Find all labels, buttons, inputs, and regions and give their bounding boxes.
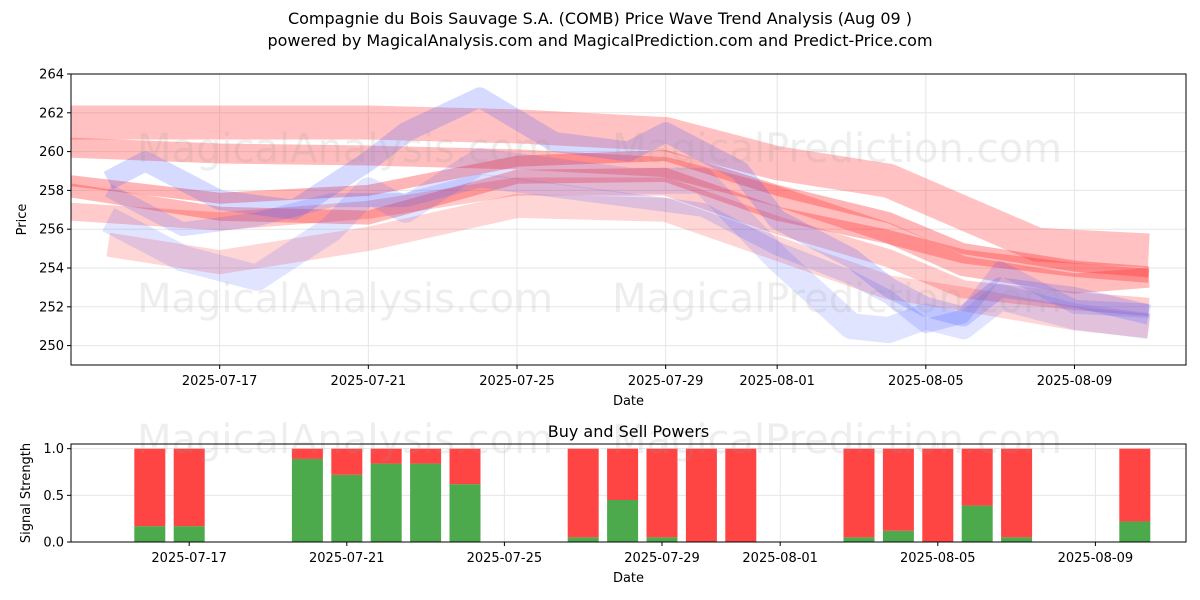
sell-bar [961,448,993,506]
sell-bar [646,448,678,538]
y-tick-label: 258 [39,184,64,199]
bar-plot-frame [70,443,1187,543]
x-tick-label: 2025-07-29 [628,374,704,389]
y-tick-label: 264 [39,68,64,83]
x-tick-label: 2025-07-29 [624,551,700,566]
watermark: MagicalPrediction.com [612,417,1062,463]
y-tick-label: 252 [39,300,64,315]
x-tick-label: 2025-07-25 [467,551,543,566]
blue-wave-band [103,87,1152,327]
chart-subtitle: powered by MagicalAnalysis.com and Magic… [267,31,933,50]
y-tick-label: 250 [39,339,64,354]
buy-bar [1001,537,1033,542]
sell-bar [173,448,205,527]
x-tick-label: 2025-07-17 [151,551,227,566]
sell-bar [725,448,757,542]
buy-bar [173,526,205,542]
sell-bar [134,448,166,527]
sell-bar [1119,448,1151,522]
x-tick-label: 2025-07-21 [309,551,385,566]
red-wave-band [71,137,1150,294]
buy-bar [607,500,639,542]
y-tick-label: 1.0 [43,442,64,457]
sell-bar [291,448,323,459]
buy-bar [291,458,323,542]
y-axis-label: Signal Strength [19,443,34,543]
chart-title: Compagnie du Bois Sauvage S.A. (COMB) Pr… [287,9,913,28]
x-tick-label: 2025-08-05 [888,374,964,389]
sell-bar [1001,448,1033,538]
sell-bar [449,448,481,485]
buy-bar [331,474,363,542]
x-tick-label: 2025-08-01 [742,551,818,566]
red-wave-band [71,167,1150,283]
sell-bar [922,448,954,542]
sell-bar [410,448,442,464]
x-axis-label: Date [613,571,644,586]
x-tick-label: 2025-07-21 [331,374,407,389]
y-tick-label: 0.0 [43,536,64,551]
sell-bar [607,448,639,500]
x-tick-label: 2025-07-17 [182,374,258,389]
y-tick-label: 254 [39,262,64,277]
buy-sell-power-chart: MagicalAnalysis.com MagicalPrediction.com… [19,417,1187,586]
x-tick-label: 2025-08-05 [900,551,976,566]
buy-bar [961,505,993,542]
y-axis-label: Price [15,204,30,236]
watermark: MagicalPrediction.com [612,126,1062,172]
buy-bar [134,526,166,542]
buy-bar [843,537,875,542]
y-tick-label: 260 [39,145,64,160]
price-wave-chart: MagicalAnalysis.com MagicalPrediction.com… [15,68,1187,409]
sell-bar [843,448,875,538]
sell-bar [370,448,402,464]
buy-bar [646,537,678,542]
wave-bands [71,87,1152,344]
watermark: MagicalAnalysis.com [137,126,553,172]
watermark: MagicalAnalysis.com [137,417,553,463]
red-wave-band [71,150,1150,278]
x-tick-label: 2025-08-01 [739,374,815,389]
watermark: MagicalAnalysis.com [137,276,553,322]
y-tick-label: 0.5 [43,489,64,504]
x-tick-label: 2025-08-09 [1037,374,1113,389]
red-wave-band [71,177,1150,316]
y-tick-label: 262 [39,106,64,121]
bar-chart-title: Buy and Sell Powers [548,422,710,441]
red-wave-band [106,193,1151,339]
sell-bar [882,448,914,531]
buy-bar [370,463,402,542]
buy-bar [449,484,481,542]
buy-bar [567,537,599,542]
x-axis-label: Date [613,394,644,409]
buy-bar [410,463,442,542]
buy-bar [1119,521,1151,542]
x-tick-label: 2025-08-09 [1058,551,1134,566]
sell-bar [685,448,717,542]
y-tick-label: 256 [39,223,64,238]
blue-wave-band [102,148,1151,344]
x-tick-label: 2025-07-25 [479,374,555,389]
watermark: MagicalPrediction.com [612,276,1062,322]
sell-bar [567,448,599,538]
buy-bar [882,530,914,542]
plot-frame [70,73,1187,366]
red-wave-band [71,105,1150,268]
blue-wave-band [104,173,1150,334]
sell-bar [331,448,363,475]
